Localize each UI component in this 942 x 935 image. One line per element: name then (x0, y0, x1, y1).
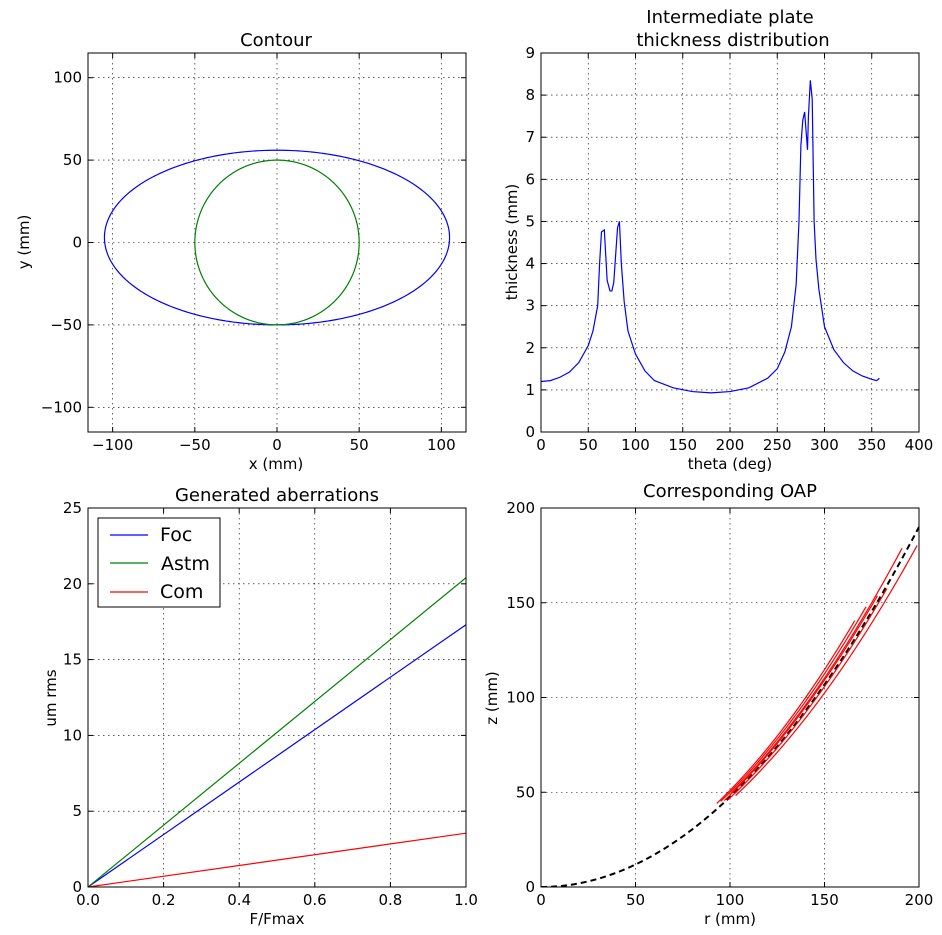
thickness-x-tick-label: 50 (579, 436, 598, 454)
oap-title: Corresponding OAP (643, 481, 817, 502)
thickness-x-tick-label: 100 (621, 436, 650, 454)
thickness-x-tick-label: 400 (905, 436, 934, 454)
thickness-y-tick-label: 0 (525, 423, 535, 441)
oap-y-tick-label: 200 (506, 499, 535, 517)
aberrations-x-tick-label: 0.6 (303, 891, 327, 909)
oap-panel: Corresponding OAP r (mm) z (mm) 0 50 100 15… (483, 481, 933, 928)
thickness-y-tick-label: 7 (525, 128, 535, 146)
legend-label-com: Com (160, 581, 203, 603)
thickness-x-tick-label: 200 (716, 436, 745, 454)
thickness-y-tick-label: 4 (525, 255, 535, 273)
oap-segment-0 (716, 620, 856, 804)
thickness-title-line-1: Intermediate plate (646, 7, 813, 28)
thickness-ylabel: thickness (mm) (503, 184, 521, 301)
aberrations-y-tick-label: 25 (63, 499, 82, 517)
thickness-series-line (541, 80, 880, 394)
contour-x-tick-label: −50 (179, 436, 211, 454)
aberrations-x-tick-label: 0.4 (227, 891, 251, 909)
aberrations-title: Generated aberrations (175, 485, 379, 506)
oap-frame (540, 507, 920, 888)
oap-segment-3 (727, 588, 888, 801)
aberrations-series-com (88, 832, 466, 887)
contour-y-tick-label: 50 (63, 151, 82, 169)
contour-panel: Contour x (mm) y (mm) −100 −50 0 50 100−100−… (15, 30, 467, 473)
aberrations-ylabel: um rms (42, 669, 60, 726)
aberrations-y-tick-label: 15 (63, 651, 82, 669)
contour-x-tick-label: −100 (92, 436, 133, 454)
thickness-y-tick-label: 2 (525, 339, 535, 357)
oap-y-tick-label: 0 (525, 878, 535, 896)
aberrations-panel: Generated aberrations F/Fmax um rms 0.0 0… (42, 485, 478, 928)
aberrations-x-tick-label: 0.0 (76, 891, 100, 909)
aberrations-y-tick-label: 10 (63, 726, 82, 744)
thickness-xlabel: theta (deg) (688, 455, 772, 473)
legend-label-astm: Astm (161, 553, 210, 575)
aberrations-series-foc (88, 624, 466, 887)
aberrations-frame (87, 507, 467, 888)
oap-y-tick-label: 100 (506, 689, 535, 707)
contour-x-tick-label: 100 (427, 436, 456, 454)
thickness-x-tick-label: 250 (763, 436, 792, 454)
oap-y-tick-label: 50 (516, 783, 535, 801)
contour-series-1 (194, 159, 360, 326)
contour-ylabel: y (mm) (15, 215, 33, 270)
contour-axes: −100 −50 0 50 100 −100 −50 0 50 100 (41, 53, 466, 454)
oap-segment-4 (731, 547, 903, 793)
contour-series-0 (103, 149, 451, 326)
contour-xlabel: x (mm) (249, 455, 304, 473)
thickness-title-line-2: thickness distribution (636, 30, 829, 51)
oap-x-tick-label: 0 (536, 891, 546, 909)
thickness-panel: Intermediate plate thickness distributio… (503, 7, 933, 473)
thickness-axes: 0 50 100 150 200 250 300 350 400 0 1 2 3 4 5 6 7 8 9 (525, 44, 933, 454)
thickness-y-tick-label: 5 (525, 212, 535, 230)
oap-segment-5 (735, 545, 918, 796)
oap-x-tick-label: 150 (810, 891, 839, 909)
thickness-x-tick-label: 350 (857, 436, 886, 454)
oap-segment-2 (723, 595, 878, 801)
contour-y-tick-label: −50 (50, 316, 82, 334)
contour-y-tick-label: 0 (72, 234, 82, 252)
aberrations-y-tick-label: 5 (72, 802, 82, 820)
aberrations-x-tick-label: 1.0 (454, 891, 478, 909)
aberrations-y-tick-label: 0 (72, 878, 82, 896)
thickness-x-tick-label: 300 (810, 436, 839, 454)
aberrations-x-tick-label: 0.2 (152, 891, 176, 909)
oap-x-tick-label: 100 (716, 891, 745, 909)
contour-x-tick-label: 50 (350, 436, 369, 454)
oap-xlabel: r (mm) (704, 910, 756, 928)
thickness-y-tick-label: 8 (525, 86, 535, 104)
oap-parent-parabola (541, 526, 919, 887)
aberrations-xlabel: F/Fmax (250, 910, 305, 928)
contour-x-tick-label: 0 (272, 436, 282, 454)
aberrations-series-astm (88, 577, 466, 887)
oap-ylabel: z (mm) (483, 671, 501, 725)
oap-x-tick-label: 50 (626, 891, 645, 909)
oap-x-tick-label: 200 (905, 891, 934, 909)
oap-y-tick-label: 150 (506, 594, 535, 612)
oap-axes: 0 50 100 150 200 0 50 100 150 200 (506, 499, 933, 909)
thickness-x-tick-label: 0 (536, 436, 546, 454)
aberrations-legend: Foc Astm Com (97, 517, 221, 608)
thickness-y-tick-label: 3 (525, 297, 535, 315)
contour-title: Contour (240, 30, 312, 51)
contour-frame (87, 52, 467, 433)
legend-label-foc: Foc (160, 524, 192, 546)
contour-y-tick-label: 100 (53, 69, 82, 87)
thickness-y-tick-label: 6 (525, 170, 535, 188)
aberrations-y-tick-label: 20 (63, 575, 82, 593)
thickness-y-tick-label: 9 (525, 44, 535, 62)
thickness-x-tick-label: 150 (668, 436, 697, 454)
aberrations-x-tick-label: 0.8 (378, 891, 402, 909)
contour-y-tick-label: −100 (41, 398, 82, 416)
thickness-frame (540, 52, 920, 433)
oap-segment-1 (720, 606, 867, 802)
thickness-y-tick-label: 1 (525, 381, 535, 399)
